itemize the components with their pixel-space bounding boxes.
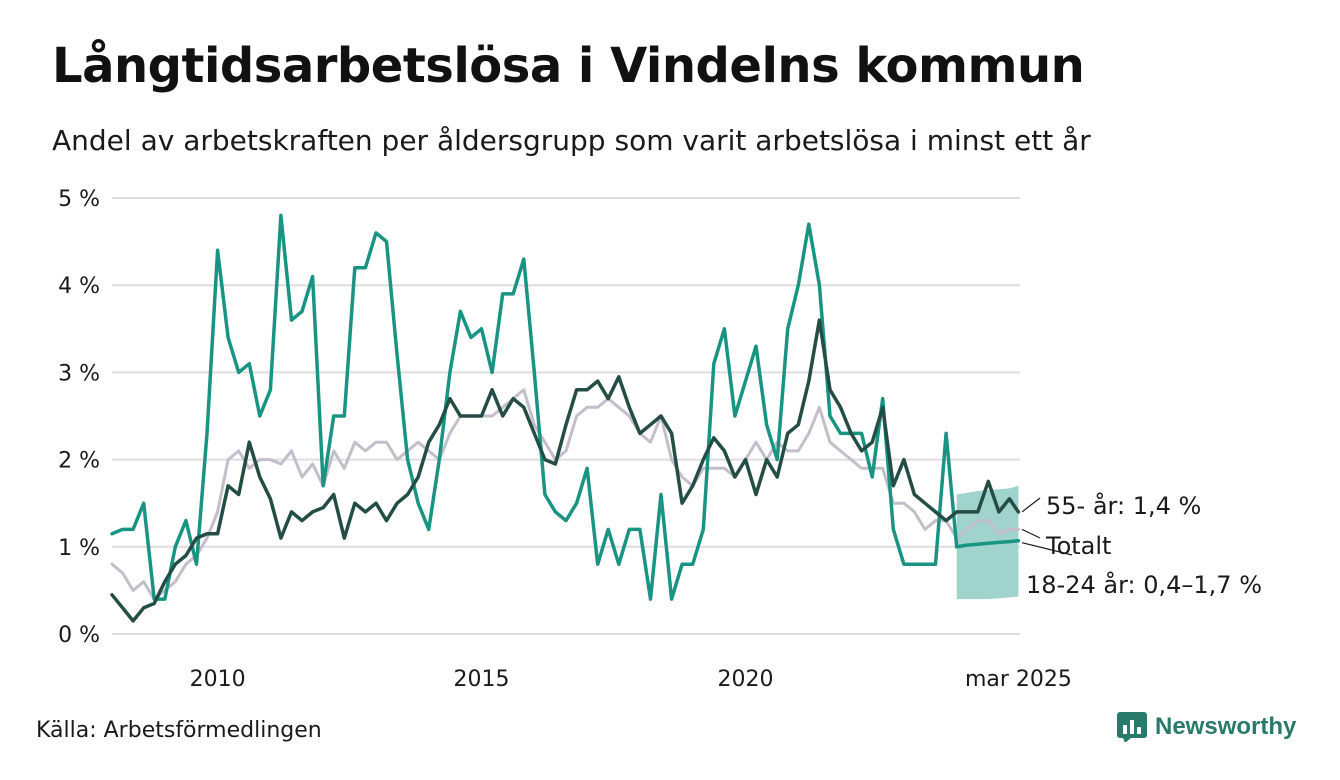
leader-line-older bbox=[1021, 497, 1041, 513]
x-tick-label: 2020 bbox=[717, 667, 773, 692]
leader-line-young bbox=[1021, 542, 1073, 556]
series-label-total: Totalt bbox=[1045, 532, 1111, 560]
series-label-older: 55- år: 1,4 % bbox=[1046, 491, 1201, 520]
y-tick-label: 3 % bbox=[58, 361, 100, 386]
newsworthy-logo-icon bbox=[1117, 712, 1147, 742]
x-tick-label: 2010 bbox=[190, 667, 246, 692]
brand-name: Newsworthy bbox=[1155, 713, 1297, 740]
chart-title: Långtidsarbetslösa i Vindelns kommun bbox=[52, 38, 1085, 94]
y-tick-label: 4 % bbox=[58, 274, 100, 299]
x-tick-label: mar 2025 bbox=[965, 667, 1072, 692]
source-note: Källa: Arbetsförmedlingen bbox=[36, 718, 322, 743]
y-tick-label: 0 % bbox=[58, 623, 100, 648]
series-line-young bbox=[110, 213, 1021, 601]
y-tick-label: 5 % bbox=[58, 187, 100, 212]
line-chart: 0 % 1 % 2 % 3 % 4 % 5 % 2010 2015 2020 mar 2025 55… bbox=[58, 187, 1262, 692]
x-tick-label: 2015 bbox=[454, 667, 510, 692]
series-label-young: 18-24 år: 0,4–1,7 % bbox=[1026, 570, 1262, 599]
brand-logo[interactable]: Newsworthy bbox=[1117, 712, 1296, 742]
series-line-total bbox=[110, 388, 1020, 601]
leader-line-total bbox=[1021, 528, 1041, 539]
series-line-older bbox=[110, 318, 1021, 623]
chart-subtitle: Andel av arbetskraften per åldersgrupp s… bbox=[52, 124, 1091, 157]
y-tick-label: 1 % bbox=[58, 536, 100, 561]
y-tick-label: 2 % bbox=[58, 449, 100, 474]
